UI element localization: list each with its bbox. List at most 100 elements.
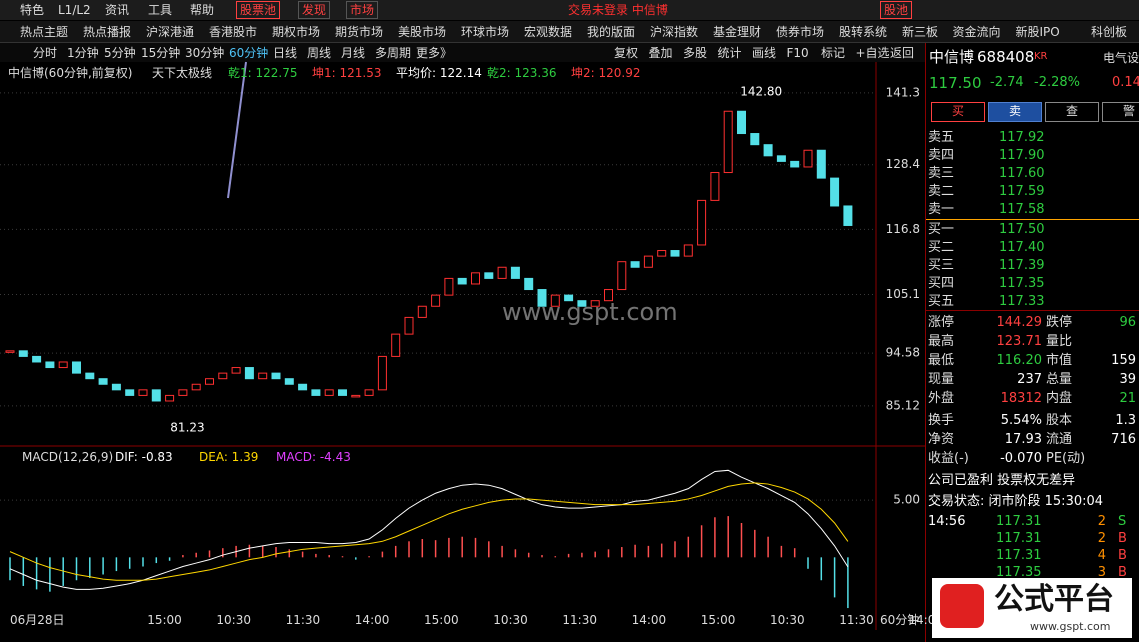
stat-value: 123.71 <box>996 334 1043 349</box>
candle <box>258 372 268 380</box>
nav-tab[interactable]: 我的版面 <box>587 25 636 39</box>
tool-button[interactable]: 返回 <box>890 46 915 60</box>
stat-label: PE(动) <box>1046 451 1086 466</box>
nav-tab[interactable]: 沪深港通 <box>146 25 195 39</box>
period-tab[interactable]: 分时 <box>33 46 58 60</box>
legend-item: 乾2: 123.36 <box>487 66 557 80</box>
candle <box>165 394 175 402</box>
book-price: 117.40 <box>999 240 1045 255</box>
tool-button[interactable]: 叠加 <box>648 46 673 60</box>
trade-button[interactable]: 卖 <box>988 102 1042 122</box>
legend-item: 平均价: 122.14 <box>396 66 482 80</box>
stat-value: 1.3 <box>1115 413 1136 428</box>
candle <box>577 300 587 307</box>
nav-tab[interactable]: 热点播报 <box>83 25 132 39</box>
stat-value: 159 <box>1111 353 1136 368</box>
nav-tab[interactable]: 新股IPO <box>1015 25 1060 39</box>
candle <box>537 289 547 307</box>
x-tick-label: 10:30 <box>216 613 251 627</box>
nav-tab[interactable]: 宏观数据 <box>524 25 573 39</box>
menu-item[interactable]: 股票池 <box>236 1 281 19</box>
nav-tab[interactable]: 股转系统 <box>839 25 888 39</box>
nav-tab[interactable]: 期货市场 <box>335 25 384 39</box>
candle <box>497 266 507 279</box>
trade-button[interactable]: 警 <box>1102 102 1139 122</box>
book-separator <box>926 219 1139 220</box>
nav-tab[interactable]: 环球市场 <box>461 25 510 39</box>
nav-tab[interactable]: 资金流向 <box>952 25 1001 39</box>
nav-tab[interactable]: 沪深指数 <box>650 25 699 39</box>
tool-button[interactable]: +自选 <box>855 46 890 60</box>
period-tab[interactable]: 周线 <box>307 46 332 60</box>
nav-tab[interactable]: 期权市场 <box>272 25 321 39</box>
nav-tab[interactable]: 基金理财 <box>713 25 762 39</box>
candle <box>351 394 361 398</box>
period-tab[interactable]: 15分钟 <box>141 46 181 60</box>
trade-status: 交易状态: 闭市阶段 15:30:04 <box>928 494 1104 509</box>
period-tab[interactable]: 5分钟 <box>104 46 136 60</box>
stat-label: 流通 <box>1046 432 1073 447</box>
tool-button[interactable]: 画线 <box>752 46 777 60</box>
period-tab[interactable]: 1分钟 <box>67 46 99 60</box>
period-tab[interactable]: 日线 <box>273 46 298 60</box>
x-tick-label: 14:00 <box>631 613 667 627</box>
candle <box>471 272 480 285</box>
logo-icon <box>940 584 984 628</box>
section-separator <box>926 310 1139 311</box>
stat-label: 最低 <box>928 353 955 368</box>
menu-item[interactable]: 工具 <box>148 3 173 17</box>
dif-line <box>9 469 849 590</box>
last-price: 117.50 <box>929 74 982 92</box>
tool-button[interactable]: 标记 <box>821 46 846 60</box>
stock-pool[interactable]: 股池 <box>880 1 913 19</box>
candle <box>32 355 42 363</box>
book-price: 117.39 <box>999 258 1045 273</box>
book-label: 买四 <box>928 276 955 291</box>
nav-tab[interactable]: 香港股市 <box>209 25 258 39</box>
trade-vol: 2 <box>1097 514 1106 529</box>
candle <box>710 172 720 201</box>
trade-button[interactable]: 查 <box>1045 102 1099 122</box>
x-tick-label: 15:00 <box>424 613 459 627</box>
y-tick-label: 128.4 <box>886 157 920 171</box>
trade-button[interactable]: 买 <box>931 102 985 122</box>
candle <box>604 289 613 302</box>
nav-tab[interactable]: 热点主题 <box>20 25 69 39</box>
divider <box>925 43 926 642</box>
period-tab[interactable]: 多周期 <box>375 46 412 60</box>
candle <box>125 389 135 396</box>
candle <box>683 244 693 257</box>
window-title: 交易未登录 中信博 <box>568 3 668 17</box>
nav-tab[interactable]: 新三板 <box>902 25 939 39</box>
menu-item[interactable]: 市场 <box>346 1 379 19</box>
extra: 0.14 <box>1112 75 1139 90</box>
candle <box>85 372 95 380</box>
menu-item[interactable]: L1/L2 <box>58 3 91 17</box>
period-tab[interactable]: 30分钟 <box>185 46 225 60</box>
tool-button[interactable]: 统计 <box>717 46 742 60</box>
tool-button[interactable]: 复权 <box>614 46 639 60</box>
x-tick-label: 11:30 <box>839 613 874 627</box>
tool-button[interactable]: F10 <box>786 46 809 60</box>
period-tab[interactable]: 60分钟 <box>229 46 269 60</box>
period-tab[interactable]: 更多》 <box>416 46 453 60</box>
period-tab[interactable]: 月线 <box>341 46 366 60</box>
stat-label: 最高 <box>928 334 955 349</box>
x-tick-label: 15:00 <box>147 613 182 627</box>
stat-label: 总量 <box>1046 372 1073 387</box>
nav-tab[interactable]: 美股市场 <box>398 25 447 39</box>
trade-time: 14:56 <box>928 514 966 529</box>
nav-tab[interactable]: 债券市场 <box>776 25 825 39</box>
menu-item[interactable]: 特色 <box>20 3 45 17</box>
stat-label: 外盘 <box>928 391 955 406</box>
stat-value: 21 <box>1119 391 1136 406</box>
candle <box>524 277 534 291</box>
nav-tab[interactable]: 科创板 <box>1091 25 1128 39</box>
stat-label: 内盘 <box>1046 391 1073 406</box>
menu-item[interactable]: 发现 <box>298 1 331 19</box>
menu-item[interactable]: 资讯 <box>105 3 130 17</box>
tool-button[interactable]: 多股 <box>683 46 708 60</box>
menu-item[interactable]: 帮助 <box>190 3 215 17</box>
trade-side: B <box>1118 531 1127 546</box>
candle <box>404 316 414 335</box>
